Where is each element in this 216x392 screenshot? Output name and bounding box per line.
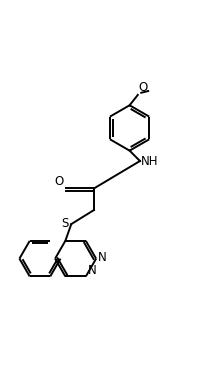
Text: O: O — [54, 174, 64, 188]
Text: N: N — [88, 264, 96, 277]
Text: NH: NH — [141, 154, 159, 167]
Text: S: S — [62, 217, 69, 230]
Text: O: O — [139, 82, 148, 94]
Text: N: N — [98, 251, 107, 264]
